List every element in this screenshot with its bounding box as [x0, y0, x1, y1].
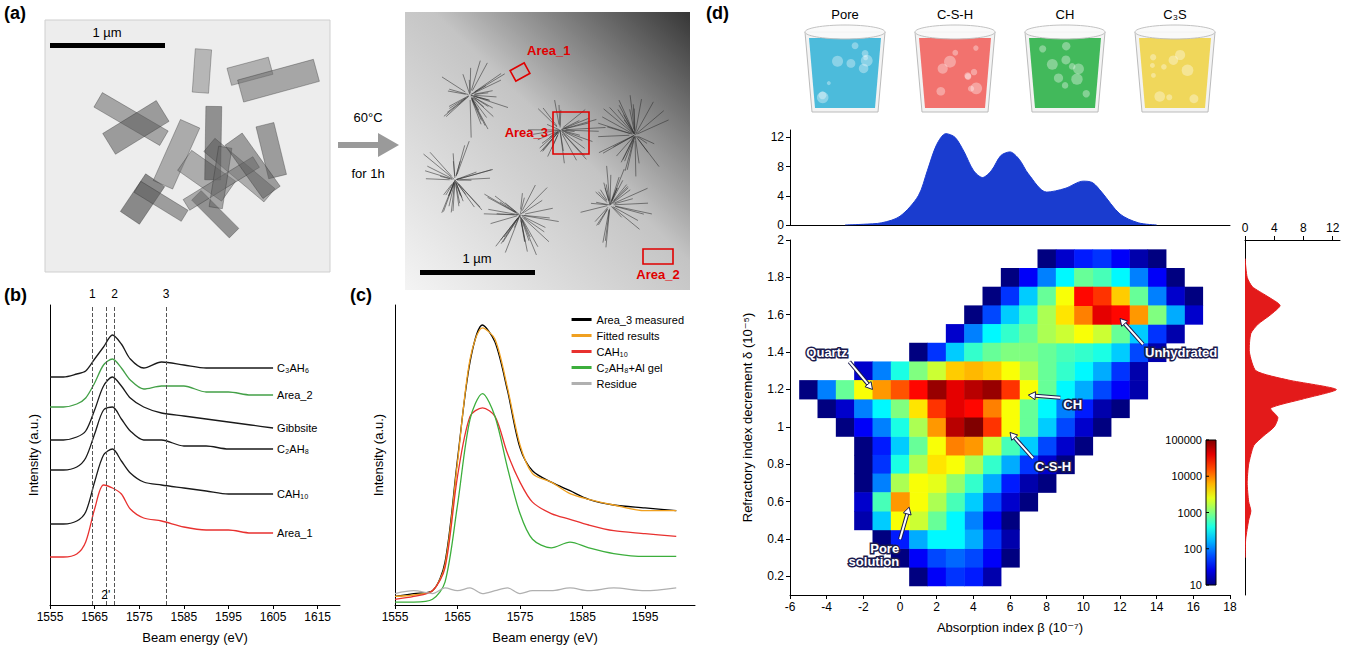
svg-text:C₂AH₈: C₂AH₈ [277, 443, 309, 455]
svg-text:60°C: 60°C [353, 110, 382, 125]
svg-text:Area_1: Area_1 [277, 527, 312, 539]
svg-text:12: 12 [771, 130, 785, 144]
svg-text:0: 0 [777, 218, 784, 232]
svg-text:1.6: 1.6 [767, 308, 784, 322]
svg-text:Area_2: Area_2 [277, 389, 312, 401]
svg-text:1595: 1595 [632, 610, 659, 624]
svg-text:1585: 1585 [569, 610, 596, 624]
svg-text:CAH₁₀: CAH₁₀ [597, 346, 629, 358]
svg-text:1595: 1595 [215, 610, 242, 624]
svg-text:0.2: 0.2 [767, 569, 784, 583]
svg-text:3: 3 [163, 287, 170, 301]
svg-text:1615: 1615 [304, 610, 331, 624]
svg-text:Unhydrated: Unhydrated [1145, 345, 1217, 360]
svg-text:Pore: Pore [870, 541, 900, 557]
svg-text:0: 0 [1242, 221, 1249, 235]
svg-text:1.8: 1.8 [767, 270, 784, 284]
svg-text:Area_1: Area_1 [527, 43, 570, 58]
svg-text:1 µm: 1 µm [92, 25, 121, 40]
svg-text:Residue: Residue [597, 378, 637, 390]
svg-text:C₂AH₈+Al gel: C₂AH₈+Al gel [597, 362, 663, 374]
svg-text:Refractory index decrement δ (: Refractory index decrement δ (10⁻⁵) [740, 313, 755, 523]
svg-text:Area_3: Area_3 [505, 125, 548, 140]
svg-text:1: 1 [777, 420, 784, 434]
svg-text:C-S-H: C-S-H [937, 7, 973, 22]
svg-text:Absorption index β (10⁻⁷): Absorption index β (10⁻⁷) [937, 620, 1083, 635]
svg-text:1565: 1565 [81, 610, 108, 624]
svg-text:1555: 1555 [37, 610, 64, 624]
svg-text:16: 16 [1187, 600, 1201, 614]
svg-text:100000: 100000 [1165, 434, 1202, 446]
svg-text:8: 8 [1043, 600, 1050, 614]
svg-text:C₃S: C₃S [1163, 7, 1187, 22]
svg-text:1575: 1575 [126, 610, 153, 624]
svg-text:1.4: 1.4 [767, 345, 784, 359]
svg-text:(b): (b) [4, 285, 27, 305]
svg-text:10000: 10000 [1171, 470, 1202, 482]
svg-text:CH: CH [1063, 397, 1082, 412]
svg-text:4: 4 [1271, 221, 1278, 235]
svg-text:2: 2 [777, 233, 784, 247]
svg-text:(c): (c) [350, 285, 372, 305]
svg-text:Fitted results: Fitted results [597, 330, 660, 342]
svg-text:C₃AH₆: C₃AH₆ [277, 362, 309, 374]
svg-text:4: 4 [777, 189, 784, 203]
svg-text:1000: 1000 [1178, 507, 1202, 519]
svg-text:1 µm: 1 µm [462, 251, 491, 266]
svg-text:1605: 1605 [260, 610, 287, 624]
svg-text:2': 2' [101, 588, 110, 602]
svg-text:-6: -6 [785, 600, 796, 614]
svg-text:Area_2: Area_2 [636, 267, 679, 282]
svg-text:1.2: 1.2 [767, 382, 784, 396]
svg-text:1575: 1575 [507, 610, 534, 624]
svg-text:100: 100 [1184, 543, 1202, 555]
svg-text:C-S-H: C-S-H [1035, 459, 1071, 474]
svg-text:4: 4 [970, 600, 977, 614]
svg-text:(d): (d) [706, 3, 729, 23]
svg-text:1: 1 [89, 287, 96, 301]
svg-text:1565: 1565 [444, 610, 471, 624]
svg-text:(a): (a) [4, 3, 26, 23]
svg-text:10: 10 [1190, 579, 1202, 591]
svg-text:1585: 1585 [170, 610, 197, 624]
svg-text:Intensity (a.u.): Intensity (a.u.) [371, 414, 386, 496]
svg-text:18: 18 [1223, 600, 1237, 614]
svg-text:Pore: Pore [831, 7, 858, 22]
svg-text:Beam energy (eV): Beam energy (eV) [492, 630, 598, 645]
svg-text:8: 8 [777, 160, 784, 174]
svg-text:0.4: 0.4 [767, 532, 784, 546]
svg-text:12: 12 [1113, 600, 1127, 614]
svg-text:Area_3 measured: Area_3 measured [597, 314, 684, 326]
svg-text:2: 2 [111, 287, 118, 301]
svg-text:Gibbsite: Gibbsite [277, 422, 317, 434]
svg-text:Beam energy (eV): Beam energy (eV) [142, 630, 248, 645]
svg-text:Quartz: Quartz [806, 345, 848, 360]
svg-text:8: 8 [1300, 221, 1307, 235]
svg-text:1555: 1555 [382, 610, 409, 624]
svg-text:0.8: 0.8 [767, 457, 784, 471]
svg-text:12: 12 [1326, 221, 1340, 235]
svg-text:for 1h: for 1h [351, 166, 384, 181]
svg-text:10: 10 [1077, 600, 1091, 614]
svg-text:CAH₁₀: CAH₁₀ [277, 488, 309, 500]
svg-text:0: 0 [897, 600, 904, 614]
svg-text:-2: -2 [858, 600, 869, 614]
svg-text:-4: -4 [821, 600, 832, 614]
svg-text:solution: solution [849, 554, 900, 569]
svg-text:14: 14 [1150, 600, 1164, 614]
svg-text:2: 2 [933, 600, 940, 614]
svg-text:CH: CH [1056, 7, 1075, 22]
svg-text:0.6: 0.6 [767, 495, 784, 509]
svg-text:6: 6 [1007, 600, 1014, 614]
svg-text:Intensity (a.u.): Intensity (a.u.) [26, 414, 41, 496]
